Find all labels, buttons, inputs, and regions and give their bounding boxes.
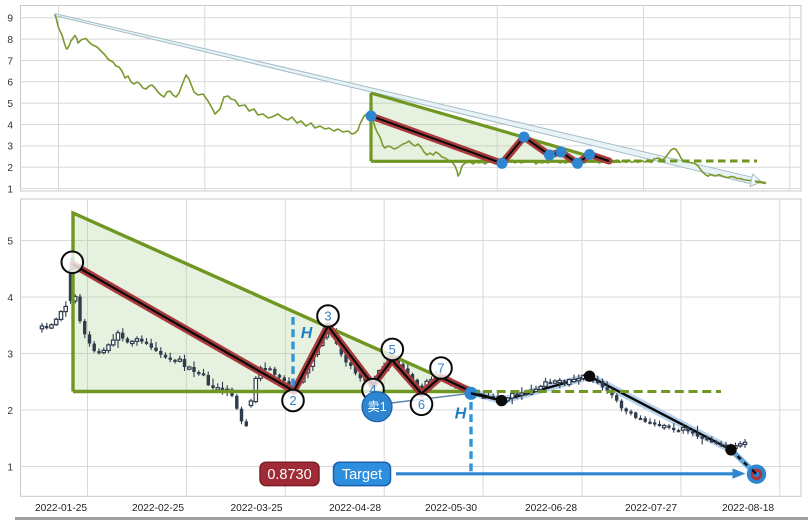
svg-text:2: 2 xyxy=(289,393,296,408)
svg-text:0.8730: 0.8730 xyxy=(267,467,311,483)
svg-text:8: 8 xyxy=(7,35,13,46)
svg-text:2022-07-27: 2022-07-27 xyxy=(625,503,677,514)
svg-text:4: 4 xyxy=(7,293,13,304)
svg-text:5: 5 xyxy=(389,342,396,357)
svg-text:2: 2 xyxy=(7,406,13,417)
svg-text:2022-05-30: 2022-05-30 xyxy=(425,503,477,514)
svg-text:4: 4 xyxy=(369,382,376,397)
svg-text:5: 5 xyxy=(7,99,13,110)
svg-text:Target: Target xyxy=(342,467,382,483)
svg-text:卖1: 卖1 xyxy=(367,400,387,414)
svg-text:2022-02-25: 2022-02-25 xyxy=(132,503,184,514)
svg-text:2022-01-25: 2022-01-25 xyxy=(35,503,87,514)
svg-text:3: 3 xyxy=(7,349,13,360)
svg-text:2022-03-25: 2022-03-25 xyxy=(230,503,282,514)
svg-text:9: 9 xyxy=(7,14,13,25)
svg-text:2022-08-18: 2022-08-18 xyxy=(722,503,774,514)
svg-text:2022-06-28: 2022-06-28 xyxy=(525,503,577,514)
svg-text:3: 3 xyxy=(7,142,13,153)
svg-text:7: 7 xyxy=(7,56,13,67)
svg-text:H: H xyxy=(455,406,467,423)
svg-text:5: 5 xyxy=(7,236,13,247)
svg-text:1: 1 xyxy=(7,462,13,473)
svg-text:1: 1 xyxy=(7,184,13,195)
svg-text:6: 6 xyxy=(7,78,13,89)
svg-text:2: 2 xyxy=(7,163,13,174)
svg-text:6: 6 xyxy=(418,397,425,412)
svg-text:7: 7 xyxy=(437,361,444,376)
svg-text:3: 3 xyxy=(324,309,331,324)
svg-text:4: 4 xyxy=(7,120,13,131)
svg-text:H: H xyxy=(301,325,313,342)
svg-text:2022-04-28: 2022-04-28 xyxy=(329,503,381,514)
